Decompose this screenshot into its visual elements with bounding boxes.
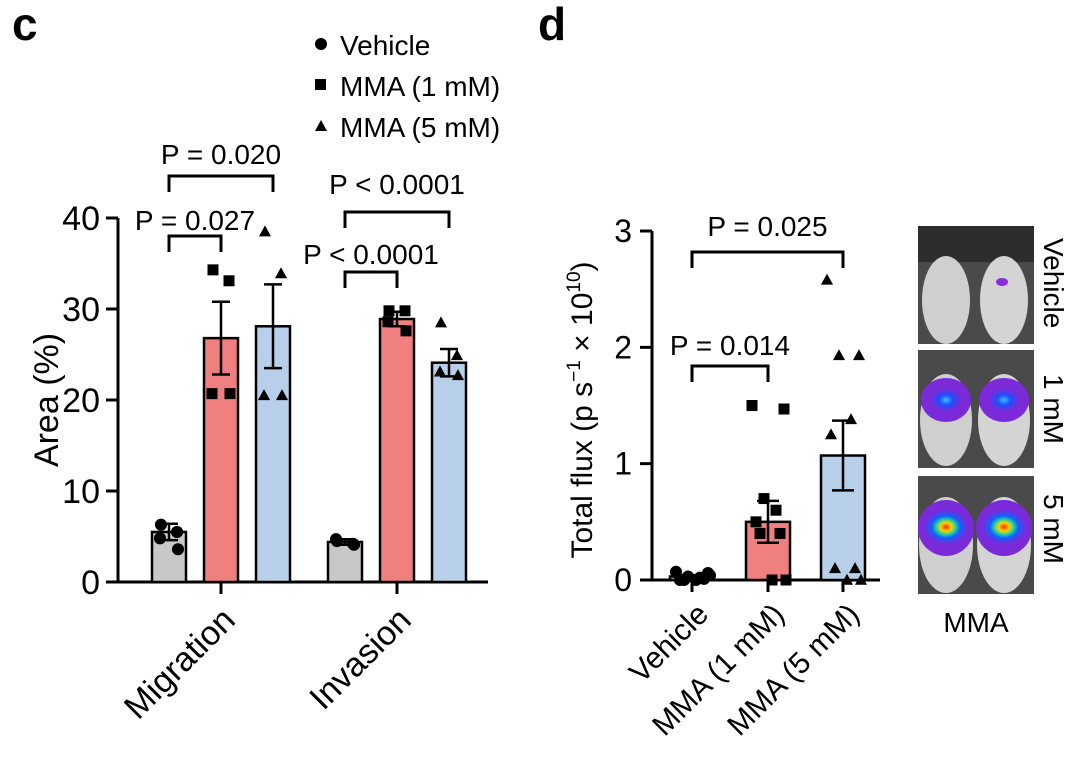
- mouse-image-5mm: [918, 476, 1034, 594]
- image-label-vehicle: Vehicle: [1038, 238, 1069, 328]
- d-x-tick-label: MMA (5 mM): [721, 598, 866, 743]
- d-data-point: [703, 569, 717, 582]
- c-data-point: [258, 225, 272, 237]
- c-data-point: [153, 532, 167, 545]
- c-significance-bracket: [343, 270, 399, 288]
- c-x-tick-label: Migration: [117, 601, 243, 727]
- c-y-tick-label: 40: [62, 200, 100, 238]
- c-data-point: [207, 264, 219, 276]
- d-y-tick-label: 1: [614, 446, 632, 482]
- legend-label-vehicle: Vehicle: [340, 30, 430, 61]
- c-data-point: [275, 389, 289, 401]
- d-data-point: [828, 562, 842, 574]
- chart-c: 0 10 20 30 40 Migration Invasion P = 0.027 P = 0…: [62, 139, 488, 727]
- d-p-value-label: P = 0.014: [670, 330, 790, 361]
- c-bar: [254, 325, 292, 584]
- c-data-point: [274, 267, 288, 279]
- c-y-tick-label: 10: [62, 473, 100, 511]
- mouse-image-1mm: [918, 350, 1034, 468]
- c-p-value-label: P = 0.020: [161, 139, 281, 170]
- image-label-1mm: 1 mM: [1038, 374, 1069, 444]
- c-y-tick-label: 0: [81, 564, 100, 602]
- d-data-point: [774, 527, 786, 539]
- c-significance-bracket: [167, 234, 223, 252]
- d-y-tick-label: 3: [614, 213, 632, 249]
- mouse-image-vehicle: [918, 226, 1034, 344]
- c-bar: [202, 336, 240, 584]
- c-y-tick-label: 30: [62, 291, 100, 329]
- c-data-point: [257, 389, 271, 401]
- c-ylabel: Area (%): [28, 333, 66, 467]
- c-y-tick-label: 20: [62, 382, 100, 420]
- c-data-point: [382, 316, 394, 328]
- c-data-point: [224, 388, 236, 400]
- d-ylabel: Total flux (p s−1 × 1010): [564, 261, 599, 558]
- legend: Vehicle MMA (1 mM) MMA (5 mM): [315, 30, 500, 143]
- d-data-point: [854, 573, 868, 585]
- c-bar: [326, 540, 364, 584]
- c-significance-bracket: [167, 174, 275, 192]
- d-data-point: [852, 349, 866, 361]
- c-x-tick-label: Invasion: [302, 601, 418, 717]
- c-data-point: [451, 369, 465, 381]
- c-bar: [430, 361, 468, 584]
- c-data-point: [347, 538, 361, 551]
- d-data-point: [754, 527, 766, 539]
- c-p-value-label: P = 0.027: [135, 205, 255, 236]
- c-data-point: [171, 543, 185, 556]
- c-p-value-label: P < 0.0001: [329, 169, 465, 200]
- legend-marker-triangle: [315, 120, 327, 131]
- d-data-point: [746, 400, 758, 411]
- d-data-point: [778, 403, 790, 415]
- c-data-point: [329, 533, 343, 546]
- d-y-tick-label: 2: [614, 329, 632, 365]
- legend-marker-square: [315, 79, 326, 90]
- image-label-5mm: 5 mM: [1038, 494, 1069, 564]
- d-data-point: [780, 574, 792, 586]
- d-data-point: [848, 562, 862, 574]
- c-bar: [378, 317, 416, 584]
- c-data-point: [223, 275, 235, 287]
- d-data-point: [840, 573, 854, 585]
- legend-marker-circle: [315, 38, 327, 50]
- c-data-point: [170, 525, 184, 538]
- d-data-point: [758, 493, 770, 505]
- d-data-point: [766, 574, 778, 586]
- d-data-point: [689, 573, 703, 587]
- panel-d-letter: d: [538, 0, 566, 50]
- c-data-point: [433, 365, 447, 377]
- c-p-value-label: P < 0.0001: [303, 239, 439, 270]
- d-data-point: [750, 516, 762, 528]
- d-data-point: [677, 573, 691, 587]
- c-data-point: [450, 349, 464, 361]
- legend-label-mma5: MMA (5 mM): [340, 112, 500, 143]
- d-data-point: [770, 504, 782, 516]
- c-data-point: [206, 388, 218, 400]
- d-data-point: [824, 428, 838, 440]
- d-significance-bracket: [690, 250, 845, 268]
- c-data-point: [400, 325, 412, 337]
- d-data-point: [820, 273, 834, 285]
- c-data-point: [154, 518, 168, 531]
- d-data-point: [844, 413, 858, 425]
- c-data-point: [399, 305, 411, 317]
- d-y-tick-label: 0: [614, 562, 632, 598]
- image-caption: MMA: [943, 607, 1009, 638]
- legend-label-mma1: MMA (1 mM): [340, 71, 500, 102]
- c-data-point: [383, 305, 395, 317]
- d-data-point: [832, 349, 846, 361]
- c-data-point: [434, 316, 448, 328]
- imaging-panel: Vehicle 1 mM 5 mM MMA: [918, 226, 1069, 638]
- c-significance-bracket: [343, 210, 451, 228]
- panel-c-letter: c: [12, 0, 38, 50]
- d-significance-bracket: [690, 364, 770, 382]
- d-p-value-label: P = 0.025: [707, 211, 827, 242]
